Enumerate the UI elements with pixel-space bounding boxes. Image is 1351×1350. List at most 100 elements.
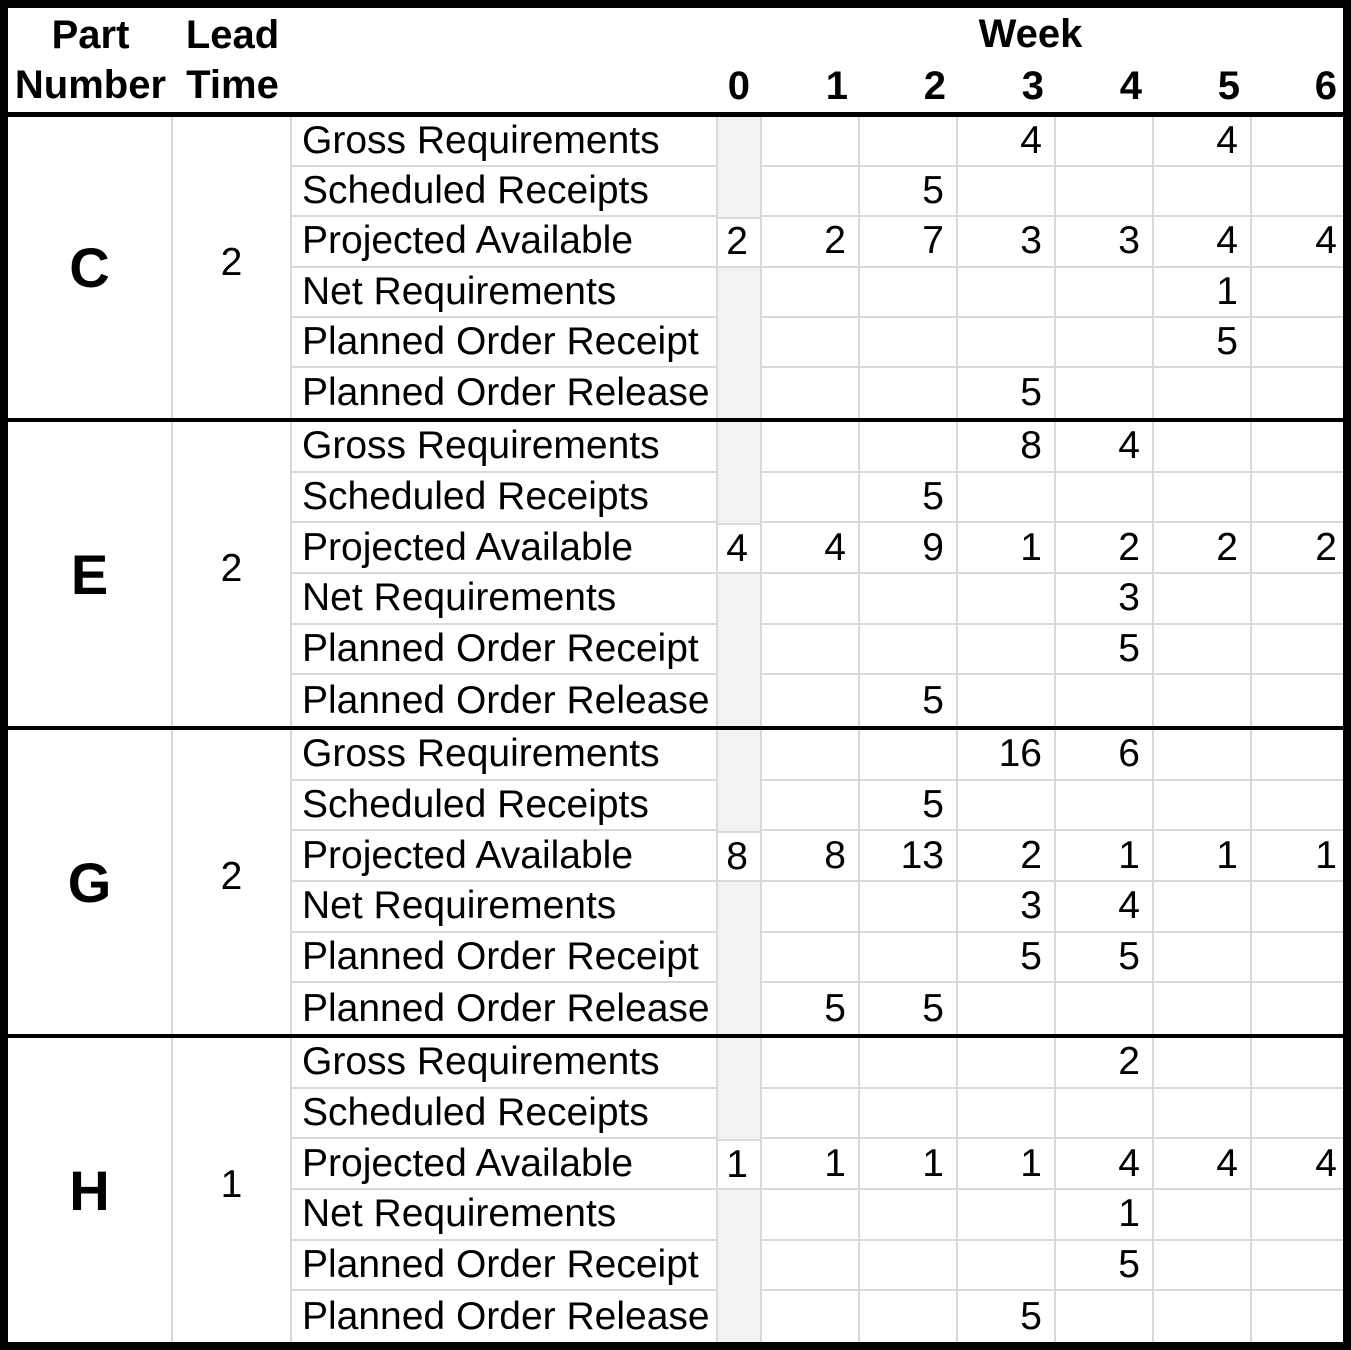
value-cell bbox=[1252, 675, 1343, 726]
row-label: Gross Requirements bbox=[292, 730, 718, 781]
part-name: H bbox=[8, 1038, 173, 1342]
value-cell: 1 bbox=[718, 1139, 762, 1190]
value-cell: 5 bbox=[958, 1291, 1056, 1342]
value-cell: 4 bbox=[1154, 217, 1252, 268]
value-cell bbox=[762, 317, 860, 368]
value-cell: 5 bbox=[860, 780, 958, 832]
value-cell bbox=[958, 1088, 1056, 1140]
value-cell bbox=[1056, 367, 1154, 418]
value-cell: 13 bbox=[860, 831, 958, 882]
value-cell bbox=[718, 574, 762, 625]
value-cell: 4 bbox=[1252, 1139, 1343, 1190]
value-cell bbox=[1154, 1088, 1252, 1140]
value-cell: 2 bbox=[718, 217, 762, 268]
value-cell bbox=[1056, 167, 1154, 218]
row-label: Gross Requirements bbox=[292, 1038, 718, 1089]
value-cell bbox=[860, 1038, 958, 1089]
value-cell bbox=[860, 1291, 958, 1342]
lead-time-column-header: Lead Time bbox=[173, 8, 292, 112]
value-cell bbox=[1252, 574, 1343, 625]
value-cell bbox=[1154, 932, 1252, 984]
value-cell bbox=[718, 1190, 762, 1241]
value-cell: 3 bbox=[958, 217, 1056, 268]
value-cell bbox=[718, 882, 762, 933]
value-cell: 4 bbox=[718, 523, 762, 574]
value-cell bbox=[958, 1038, 1056, 1089]
value-cell: 5 bbox=[1154, 317, 1252, 368]
value-cell bbox=[718, 1291, 762, 1342]
value-cell: 1 bbox=[762, 1139, 860, 1190]
value-cell: 1 bbox=[958, 523, 1056, 574]
value-cell bbox=[718, 983, 762, 1034]
value-cell bbox=[718, 167, 762, 218]
lead-time-header-line1: Lead bbox=[185, 13, 280, 57]
row-label: Projected Available bbox=[292, 523, 718, 574]
week-number-2: 2 bbox=[923, 63, 946, 108]
section-divider bbox=[8, 418, 1343, 422]
value-cell: 3 bbox=[958, 882, 1056, 933]
value-cell bbox=[1056, 780, 1154, 832]
value-cell bbox=[860, 422, 958, 473]
value-cell bbox=[718, 675, 762, 726]
value-cell bbox=[718, 1240, 762, 1292]
value-cell bbox=[860, 882, 958, 933]
week-number-6: 6 bbox=[1314, 63, 1337, 108]
row-label: Gross Requirements bbox=[292, 117, 718, 168]
value-cell bbox=[958, 574, 1056, 625]
part-number-column-header: Part Number bbox=[8, 8, 173, 112]
value-cell bbox=[860, 730, 958, 781]
value-cell: 1 bbox=[1056, 831, 1154, 882]
value-cell bbox=[1056, 472, 1154, 524]
value-cell bbox=[1154, 730, 1252, 781]
value-cell bbox=[762, 367, 860, 418]
value-cell bbox=[860, 317, 958, 368]
value-cell bbox=[958, 1190, 1056, 1241]
value-cell bbox=[762, 1088, 860, 1140]
value-cell bbox=[1252, 730, 1343, 781]
lead-time-value: 2 bbox=[173, 730, 292, 1034]
part-section-E: E 2 Gross Requirements 8 4 Scheduled Rec… bbox=[8, 422, 1343, 726]
value-cell bbox=[1154, 882, 1252, 933]
value-cell: 5 bbox=[958, 367, 1056, 418]
week-number-0: 0 bbox=[727, 63, 750, 108]
value-cell: 5 bbox=[1056, 1240, 1154, 1292]
value-cell: 8 bbox=[718, 831, 762, 882]
value-cell bbox=[860, 624, 958, 676]
part-name: E bbox=[8, 422, 173, 726]
row-label: Planned Order Release bbox=[292, 1291, 718, 1342]
value-cell bbox=[1154, 624, 1252, 676]
value-cell bbox=[958, 983, 1056, 1034]
value-cell: 4 bbox=[1154, 117, 1252, 168]
value-cell bbox=[1154, 367, 1252, 418]
row-label: Net Requirements bbox=[292, 267, 718, 318]
value-cell: 2 bbox=[1056, 523, 1154, 574]
value-cell bbox=[1056, 983, 1154, 1034]
value-cell: 7 bbox=[860, 217, 958, 268]
value-cell: 2 bbox=[1154, 523, 1252, 574]
row-label: Planned Order Receipt bbox=[292, 1240, 718, 1292]
value-cell bbox=[718, 780, 762, 832]
value-cell bbox=[1252, 167, 1343, 218]
value-cell bbox=[860, 367, 958, 418]
part-number-header-line1: Part bbox=[51, 13, 130, 57]
row-label: Scheduled Receipts bbox=[292, 472, 718, 524]
row-label: Net Requirements bbox=[292, 574, 718, 625]
value-cell bbox=[718, 422, 762, 473]
value-cell bbox=[1252, 625, 1343, 676]
value-cell: 5 bbox=[860, 472, 958, 524]
value-cell bbox=[718, 1038, 762, 1089]
value-cell: 5 bbox=[860, 675, 958, 726]
value-cell bbox=[762, 1240, 860, 1292]
part-section-H: H 1 Gross Requirements 2 Scheduled Recei… bbox=[8, 1038, 1343, 1342]
value-cell bbox=[1154, 1291, 1252, 1342]
part-number-header-line2: Number bbox=[14, 63, 167, 107]
value-cell bbox=[1154, 675, 1252, 726]
value-cell: 4 bbox=[1056, 882, 1154, 933]
section-divider bbox=[8, 726, 1343, 730]
value-cell bbox=[958, 1240, 1056, 1292]
week-header: Week bbox=[978, 11, 1083, 56]
week-number-5: 5 bbox=[1217, 63, 1240, 108]
value-cell: 4 bbox=[1056, 422, 1154, 473]
value-cell bbox=[718, 267, 762, 318]
value-cell bbox=[1252, 422, 1343, 473]
